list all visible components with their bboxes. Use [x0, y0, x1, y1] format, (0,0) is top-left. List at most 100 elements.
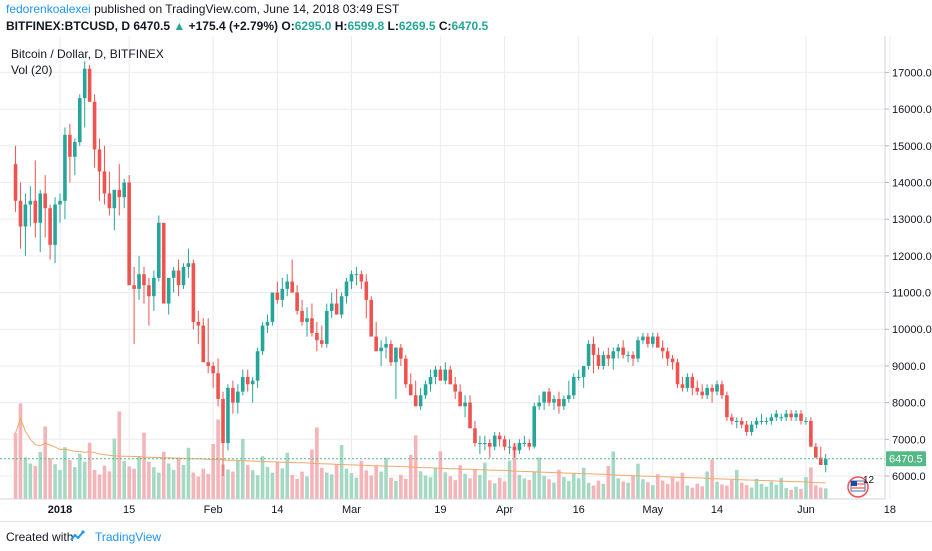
candle-body	[779, 417, 784, 419]
volume-bar	[453, 480, 457, 499]
volume-bar	[730, 480, 734, 499]
x-tick-label: Jun	[797, 504, 815, 516]
volume-bar	[23, 457, 28, 499]
volume-bar	[82, 461, 87, 499]
volume-bar	[710, 459, 714, 499]
candle-body	[255, 351, 260, 381]
y-tick-label: 11000.0	[892, 288, 931, 300]
author-link[interactable]: fedorenkoalexei	[6, 2, 91, 16]
volume-bar	[651, 485, 655, 499]
candle-body	[152, 277, 156, 297]
volume-bar	[557, 469, 561, 499]
volume-bar	[675, 481, 680, 499]
publish-line: fedorenkoalexei published on TradingView…	[6, 2, 399, 16]
volume-bar	[231, 471, 235, 499]
candle-body	[137, 274, 141, 289]
volume-bar	[823, 488, 828, 499]
candle-body	[379, 347, 383, 352]
y-tick-label: 6000.0	[892, 471, 926, 483]
open-label: O:	[281, 19, 295, 33]
candle-body	[784, 413, 788, 418]
candle-body	[48, 208, 52, 245]
candle-body	[809, 420, 813, 447]
volume-bar	[537, 457, 541, 499]
candle-body	[636, 340, 640, 359]
volume-bar	[334, 464, 339, 499]
candle-body	[680, 384, 685, 388]
x-tick-label: May	[642, 504, 663, 516]
close-label: C:	[438, 19, 452, 33]
events-badge[interactable]: 12	[847, 475, 875, 498]
candle-body	[38, 193, 43, 223]
candle-body	[389, 343, 393, 363]
candle-body	[690, 376, 695, 388]
volume-bar	[305, 476, 309, 499]
candle-body	[695, 387, 700, 392]
volume-bar	[616, 478, 621, 499]
candle-body	[28, 200, 33, 205]
candle-body	[700, 391, 704, 396]
candle-body	[117, 189, 122, 198]
volume-bar	[492, 483, 497, 499]
candle-body	[43, 193, 47, 209]
candle-body	[433, 369, 438, 377]
low-value: 6269.5	[398, 19, 436, 33]
candle-body	[567, 395, 571, 399]
volume-bar	[349, 473, 354, 499]
volume-bar	[418, 471, 423, 499]
badge-count: 12	[863, 475, 875, 486]
candle-body	[749, 424, 754, 432]
candle-body	[468, 402, 472, 429]
volume-bar	[181, 465, 186, 499]
candle-body	[161, 222, 166, 304]
candle-body	[201, 325, 206, 363]
chart-title: Bitcoin / Dollar, D, BITFINEX	[11, 47, 164, 61]
candle-body	[725, 395, 729, 418]
volume-bar	[364, 470, 369, 499]
volume-bar	[458, 465, 462, 499]
candle-body	[789, 413, 793, 418]
candle-body	[226, 387, 230, 443]
volume-bar	[404, 478, 408, 499]
open-value: 6295.0	[294, 19, 332, 33]
volume-bar	[814, 485, 818, 499]
candle-body	[473, 428, 477, 443]
candle-body	[285, 281, 290, 289]
candle-body	[176, 270, 181, 286]
volume-bar	[300, 471, 304, 499]
last-price: 6470.5	[133, 19, 171, 33]
x-tick-label: 14	[711, 504, 723, 516]
volume-bar	[176, 457, 181, 499]
candle-body	[68, 134, 72, 157]
volume-bar	[295, 478, 299, 499]
candle-body	[18, 200, 23, 227]
volume-bar	[734, 469, 739, 499]
candle-body	[53, 204, 57, 245]
volume-bar	[646, 482, 650, 499]
volume-bar	[77, 453, 82, 499]
candle-body	[334, 303, 339, 315]
volume-bar	[636, 463, 640, 499]
volume-bar	[621, 481, 625, 499]
tradingview-link[interactable]: TradingView	[95, 530, 162, 544]
candle-body	[497, 435, 502, 440]
candle-body	[320, 340, 324, 344]
volume-bar	[448, 476, 453, 499]
candle-body	[532, 406, 537, 447]
volume-bar	[408, 455, 413, 499]
candle-body	[774, 413, 779, 418]
candle-body	[557, 398, 561, 407]
footer: Created with TradingView	[0, 521, 932, 551]
volume-bar	[166, 463, 171, 499]
candle-body	[458, 391, 462, 407]
high-label: H:	[334, 19, 348, 33]
candle-body	[744, 424, 749, 432]
volume-bar	[53, 464, 57, 499]
candle-body	[250, 380, 255, 385]
price-chart[interactable]: Bitcoin / Dollar, D, BITFINEX Vol (20) 6…	[0, 0, 932, 521]
volume-bar	[655, 474, 660, 499]
x-tick-label: 18	[884, 504, 896, 516]
candle-body	[730, 417, 734, 421]
candle-body	[764, 420, 769, 422]
volume-bar	[576, 478, 581, 499]
